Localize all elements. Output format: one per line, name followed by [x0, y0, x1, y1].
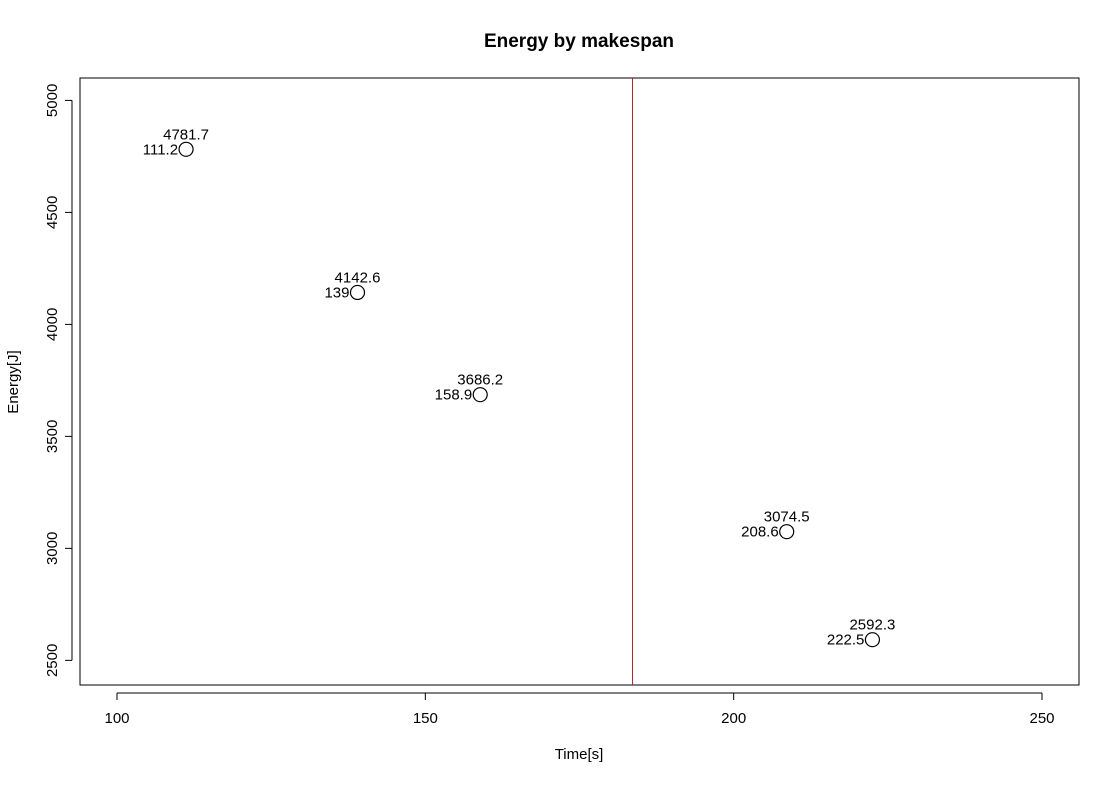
point-y-label: 2592.3	[849, 617, 895, 634]
point-y-label: 3686.2	[457, 372, 503, 389]
y-axis-label: Energy[J]	[5, 350, 22, 413]
point-x-label: 208.6	[741, 524, 779, 541]
y-tick-label: 3000	[44, 532, 61, 565]
chart-title: Energy by makespan	[484, 31, 674, 52]
point-x-label: 158.9	[435, 387, 473, 404]
data-point	[178, 141, 194, 157]
point-x-label: 222.5	[827, 632, 865, 649]
point-x-label: 139	[324, 284, 349, 301]
point-y-label: 4781.7	[163, 126, 209, 143]
data-point	[349, 284, 366, 301]
data-point	[864, 632, 881, 648]
y-tick-label: 5000	[44, 84, 61, 117]
y-tick-label: 3500	[44, 420, 61, 453]
y-tick-label: 4500	[44, 196, 61, 229]
point-y-label: 4142.6	[335, 269, 381, 286]
x-tick-label: 100	[104, 710, 129, 727]
y-tick-label: 2500	[44, 644, 61, 677]
x-tick-label: 250	[1029, 710, 1054, 727]
y-tick-label: 4000	[44, 308, 61, 341]
x-tick-label: 150	[413, 710, 438, 727]
x-axis-label: Time[s]	[555, 746, 604, 763]
data-point	[472, 387, 488, 403]
x-tick-label: 200	[721, 710, 746, 727]
point-x-label: 111.2	[143, 141, 178, 158]
data-point	[779, 524, 795, 540]
plot-area: 100 150 200 250 2500 3000 3500 4000 4500 5000 4781…	[44, 77, 1080, 727]
plot-frame	[79, 77, 1080, 686]
point-y-label: 3074.5	[764, 509, 810, 526]
